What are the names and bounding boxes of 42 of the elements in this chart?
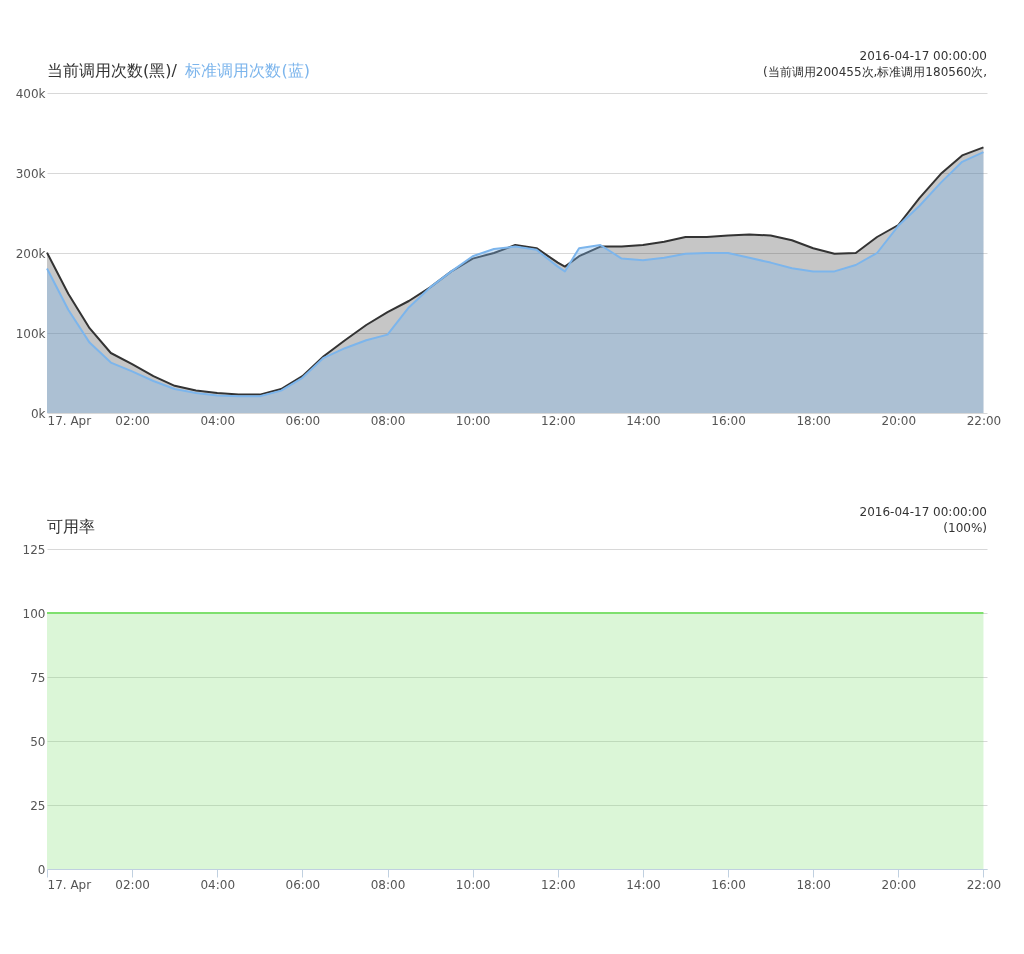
x-tick-label: 10:00 [455,877,491,892]
x-tick-label: 10:00 [455,413,491,428]
chart-title: 可用率 [47,517,95,536]
y-tick-label: 100k [15,326,46,341]
y-tick-label: 100 [22,606,46,621]
x-tick-label: 08:00 [370,413,406,428]
x-tick-label: 16:00 [711,877,746,892]
x-tick-label: 16:00 [711,413,746,428]
y-tick-label: 300k [15,166,46,181]
x-tick-label: 02:00 [115,877,150,892]
text: (当前调用200455次,标准调用180560次, [763,65,987,79]
x-tick-label: 04:00 [200,877,236,892]
x-tick-label: 02:00 [115,413,150,428]
y-tick-label: 200k [15,246,46,261]
x-tick-label: 06:00 [285,877,321,892]
y-tick-label: 0 [37,862,46,877]
x-tick-label: 06:00 [285,413,321,428]
x-tick-label: 18:00 [796,413,831,428]
x-tick-label: 17. Apr [47,877,92,892]
text: (100%) [943,521,987,535]
y-tick-label: 25 [30,798,46,813]
text: 当前调用次数(黑)/ [47,61,178,80]
y-tick-label: 0k [30,406,46,421]
x-tick-label: 14:00 [626,877,661,892]
y-tick-label: 400k [15,86,46,101]
x-tick-label: 12:00 [541,413,576,428]
x-tick-label: 12:00 [541,877,576,892]
x-tick-label: 20:00 [881,877,917,892]
text: 标准调用次数(蓝) [184,61,310,80]
x-tick-label: 04:00 [200,413,236,428]
x-tick-label: 22:00 [966,877,1002,892]
y-tick-label: 125 [22,542,46,557]
text: 2016-04-17 00:00:00 [859,49,987,63]
x-tick-label: 20:00 [881,413,917,428]
x-tick-label: 18:00 [796,877,831,892]
x-tick-label: 14:00 [626,413,661,428]
y-tick-label: 50 [30,734,46,749]
x-tick-label: 22:00 [966,413,1002,428]
x-tick-label: 17. Apr [47,413,92,428]
x-tick-label: 08:00 [370,877,406,892]
text: 2016-04-17 00:00:00 [859,505,987,519]
y-tick-label: 75 [30,670,46,685]
